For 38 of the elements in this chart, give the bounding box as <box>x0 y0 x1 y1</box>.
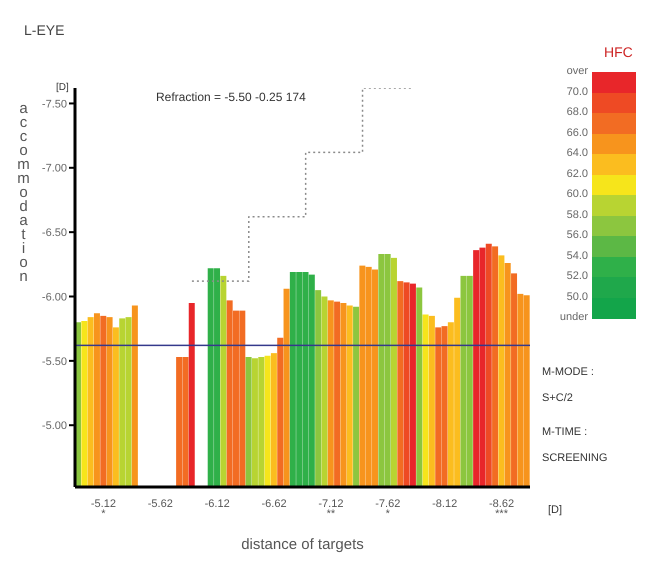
color-bar-label: under <box>558 311 588 323</box>
y-tick-label: -5.00 <box>42 420 67 432</box>
color-bar-label: 54.0 <box>566 250 588 262</box>
color-bar-label: 62.0 <box>566 168 588 180</box>
color-bar-label: 68.0 <box>566 106 588 118</box>
chart-title: L-EYE <box>24 22 64 38</box>
x-tick-label: -6.62 <box>262 498 287 510</box>
color-bar-label: 50.0 <box>566 290 588 302</box>
x-tick-label: -8.62 *** <box>489 498 514 520</box>
text: S+C/2 <box>542 392 573 404</box>
color-bar-label: 52.0 <box>566 270 588 282</box>
y-axis-title: accommodation <box>15 100 32 282</box>
color-bar-label: 64.0 <box>566 147 588 159</box>
y-tick-label: -7.50 <box>42 98 67 110</box>
text: [D] <box>548 504 562 516</box>
x-tick-label: -5.62 <box>148 498 173 510</box>
text: M-TIME : <box>542 426 588 438</box>
x-axis-title: distance of targets <box>241 536 364 553</box>
color-bar-label: 60.0 <box>566 188 588 200</box>
color-bar-label: 66.0 <box>566 126 588 138</box>
text: SCREENING <box>542 452 608 464</box>
x-tick-label: -7.12 ** <box>318 498 344 520</box>
x-tick-label: -6.12 <box>204 498 230 510</box>
color-bar-label: 58.0 <box>566 208 588 220</box>
annotation: Refraction = -5.50 -0.25 174 <box>156 90 306 104</box>
y-tick-label: -5.50 <box>42 356 67 368</box>
y-tick-label: -6.50 <box>42 227 67 240</box>
y-tick-label: -7.00 <box>42 162 67 175</box>
color-bar-title: HFC <box>604 44 633 60</box>
color-bar-label: 70.0 <box>566 86 588 98</box>
text: [D] <box>56 82 69 93</box>
x-tick-label: -5.12 * <box>90 498 116 520</box>
x-tick-label: -8.12 <box>432 498 458 510</box>
color-bar-label: 56.0 <box>566 229 588 241</box>
y-tick-label: -6.00 <box>42 291 67 304</box>
x-tick-label: -7.62 * <box>375 498 400 520</box>
text: M-MODE : <box>542 366 594 378</box>
color-bar-label: over <box>566 65 588 77</box>
